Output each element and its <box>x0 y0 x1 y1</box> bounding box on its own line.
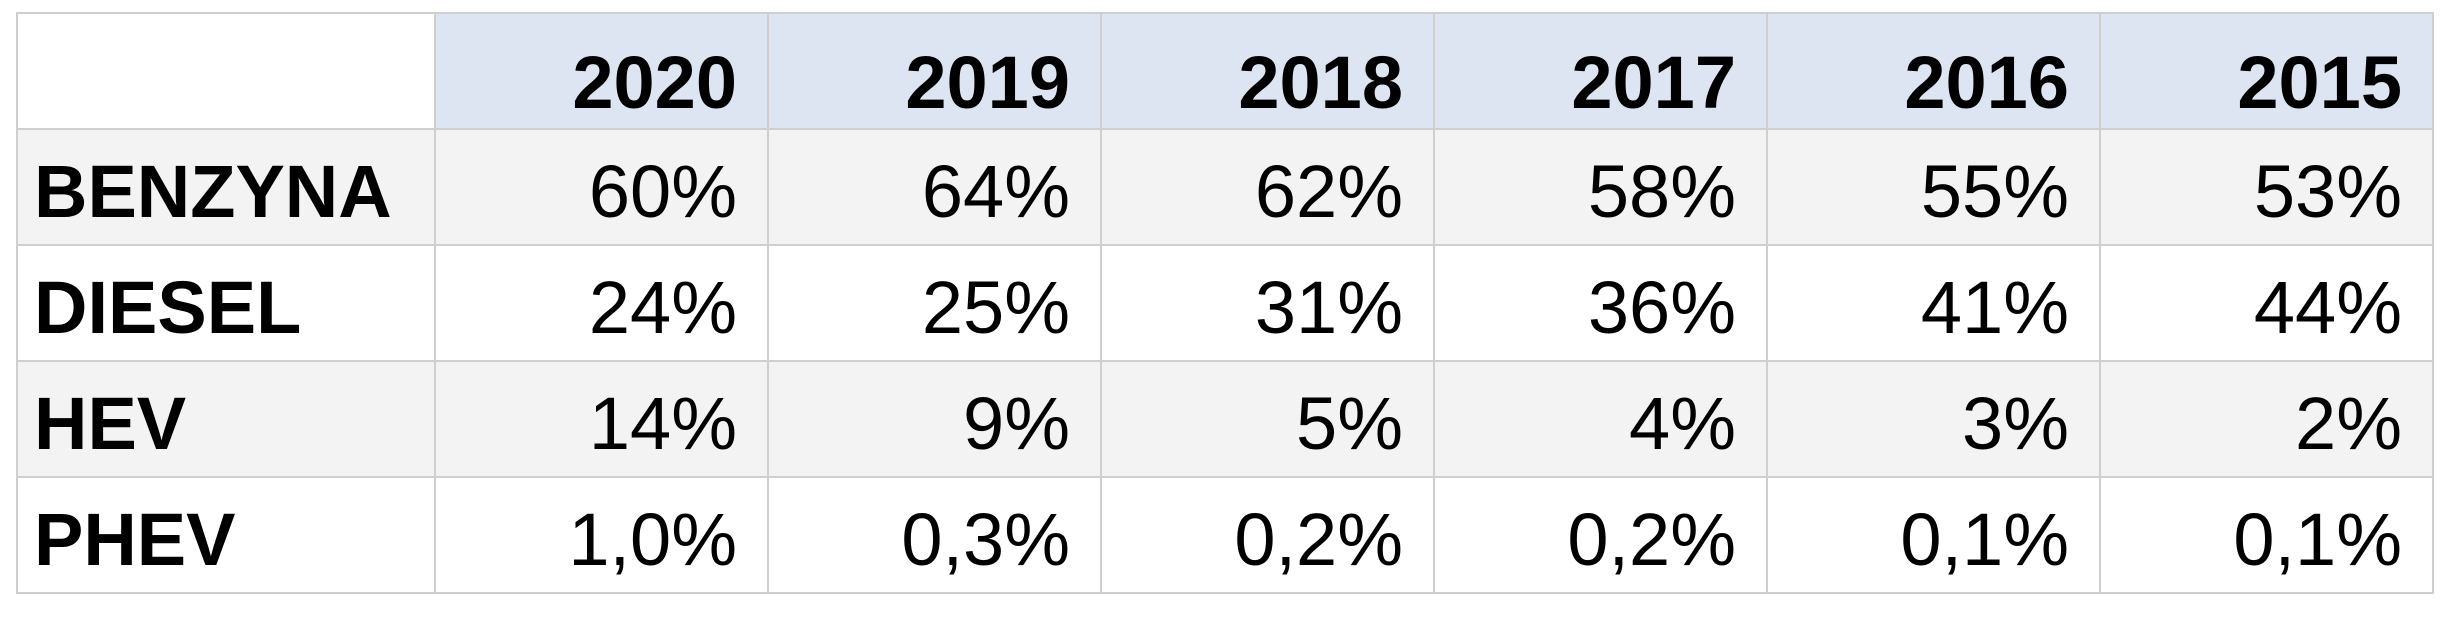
year-header: 2017 <box>1433 12 1768 130</box>
value-cell: 64% <box>767 128 1102 246</box>
value-cell: 0,2% <box>1100 476 1435 594</box>
value-cell: 9% <box>767 360 1102 478</box>
value-cell: 2% <box>2099 360 2434 478</box>
value-cell: 14% <box>434 360 769 478</box>
row-label: BENZYNA <box>16 128 436 246</box>
year-header: 2016 <box>1766 12 2101 130</box>
value-cell: 53% <box>2099 128 2434 246</box>
value-cell: 3% <box>1766 360 2101 478</box>
value-cell: 31% <box>1100 244 1435 362</box>
row-label: HEV <box>16 360 436 478</box>
value-cell: 58% <box>1433 128 1768 246</box>
table-row-hev: HEV 14% 9% 5% 4% 3% 2% <box>16 360 2434 478</box>
year-header: 2020 <box>434 12 769 130</box>
value-cell: 36% <box>1433 244 1768 362</box>
value-cell: 24% <box>434 244 769 362</box>
value-cell: 55% <box>1766 128 2101 246</box>
value-cell: 0,1% <box>1766 476 2101 594</box>
value-cell: 60% <box>434 128 769 246</box>
row-label: PHEV <box>16 476 436 594</box>
year-header: 2019 <box>767 12 1102 130</box>
corner-cell <box>16 12 436 130</box>
value-cell: 4% <box>1433 360 1768 478</box>
year-header: 2018 <box>1100 12 1435 130</box>
value-cell: 1,0% <box>434 476 769 594</box>
table-row-benzyna: BENZYNA 60% 64% 62% 58% 55% 53% <box>16 128 2434 246</box>
fuel-share-table: 2020 2019 2018 2017 2016 2015 BENZYNA 60… <box>16 12 2434 594</box>
value-cell: 25% <box>767 244 1102 362</box>
fuel-share-table-container: 2020 2019 2018 2017 2016 2015 BENZYNA 60… <box>16 12 2434 594</box>
table-row-phev: PHEV 1,0% 0,3% 0,2% 0,2% 0,1% 0,1% <box>16 476 2434 594</box>
row-label: DIESEL <box>16 244 436 362</box>
value-cell: 44% <box>2099 244 2434 362</box>
value-cell: 41% <box>1766 244 2101 362</box>
value-cell: 62% <box>1100 128 1435 246</box>
header-row: 2020 2019 2018 2017 2016 2015 <box>16 12 2434 130</box>
value-cell: 0,1% <box>2099 476 2434 594</box>
value-cell: 0,3% <box>767 476 1102 594</box>
year-header: 2015 <box>2099 12 2434 130</box>
value-cell: 0,2% <box>1433 476 1768 594</box>
table-row-diesel: DIESEL 24% 25% 31% 36% 41% 44% <box>16 244 2434 362</box>
value-cell: 5% <box>1100 360 1435 478</box>
